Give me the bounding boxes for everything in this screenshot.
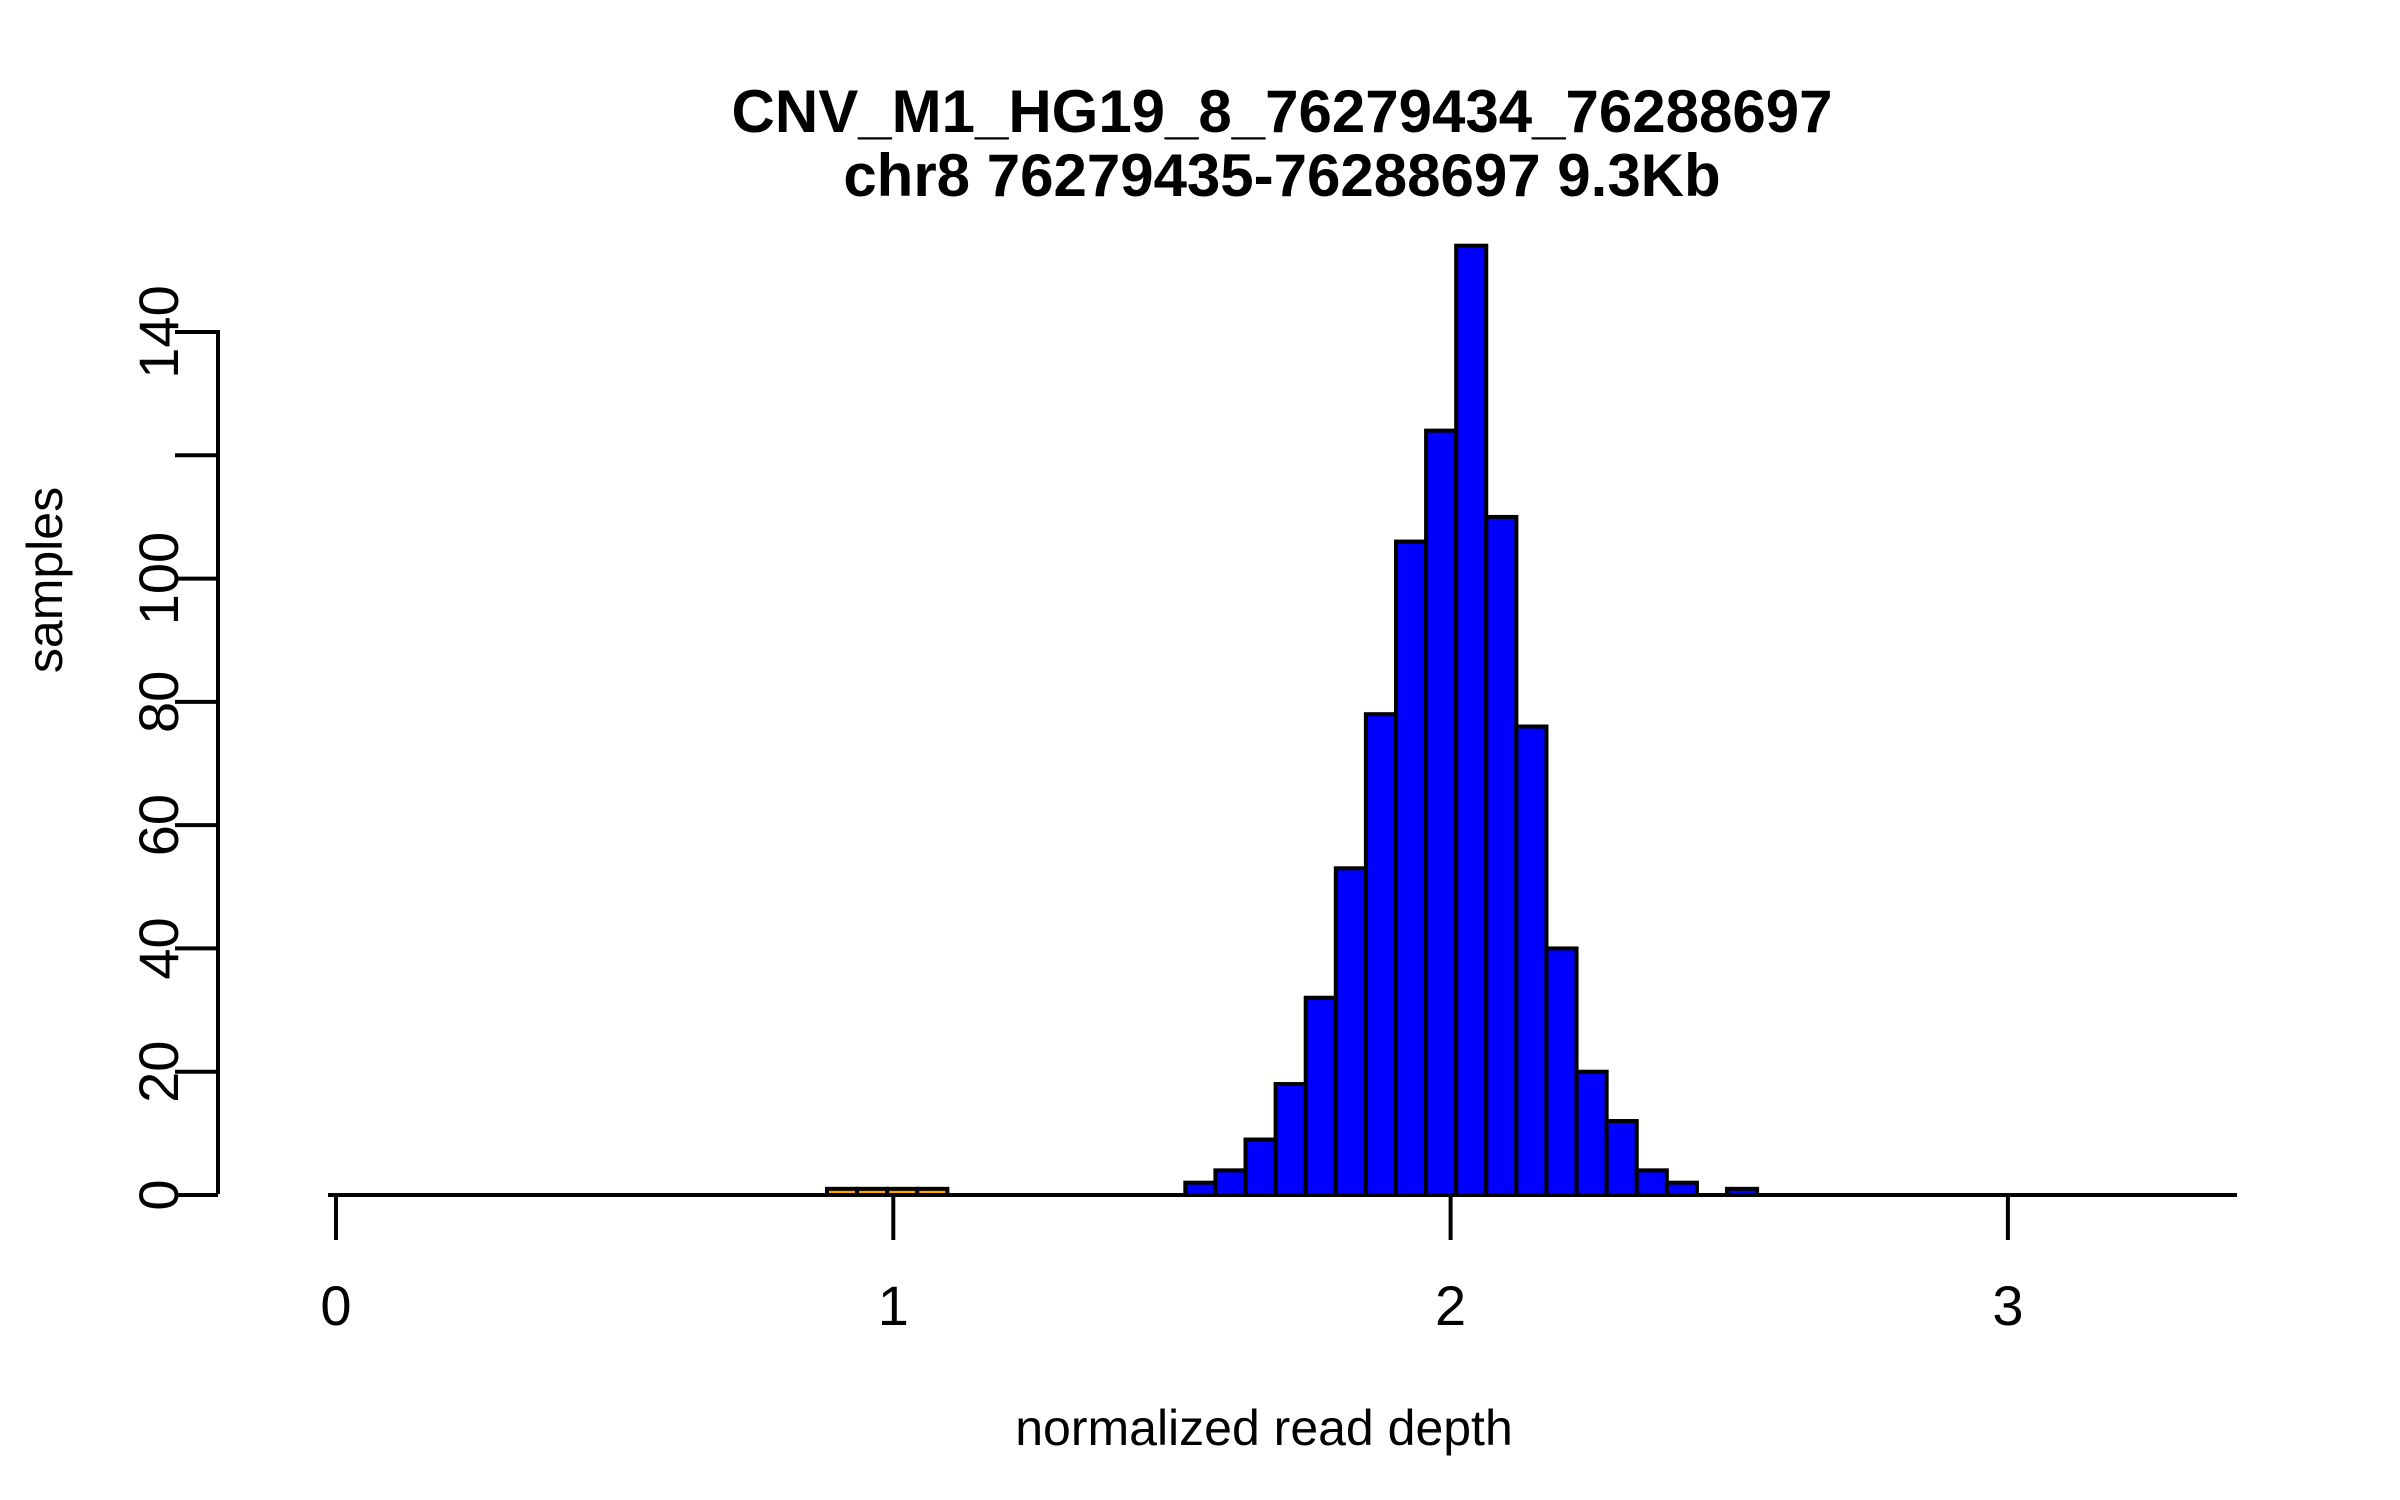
y-axis: 0 20 40 60 80 100 140 — [127, 285, 220, 1211]
y-tick-label: 100 — [127, 532, 190, 625]
y-tick-label: 60 — [127, 794, 190, 856]
y-tick-label: 0 — [127, 1179, 190, 1210]
histogram-bar-main-read-depth-cluster — [1213, 1168, 1248, 1198]
histogram-bar-main-read-depth-cluster — [1454, 243, 1489, 1197]
histogram-bar-main-read-depth-cluster — [1303, 995, 1338, 1197]
y-tick-label: 140 — [127, 285, 190, 378]
histogram-bar-outlier-read-depth-cluster — [824, 1186, 860, 1197]
histogram-bar-main-read-depth-cluster — [1514, 724, 1549, 1197]
histogram-bar-main-read-depth-cluster — [1243, 1137, 1278, 1198]
histogram-bars — [824, 243, 1760, 1198]
histogram-bar-main-read-depth-cluster — [1273, 1082, 1308, 1197]
y-axis-title: samples — [17, 487, 73, 673]
chart-title: CNV_M1_HG19_8_76279434_76288697 — [732, 78, 1833, 145]
y-tick-label: 80 — [127, 671, 190, 733]
histogram-bar-main-read-depth-cluster — [1574, 1069, 1609, 1197]
y-tick-label: 20 — [127, 1041, 190, 1103]
histogram-bar-main-read-depth-cluster — [1484, 514, 1519, 1197]
histogram-bar-main-read-depth-cluster — [1604, 1119, 1639, 1197]
histogram-bar-main-read-depth-cluster — [1664, 1180, 1699, 1197]
histogram-bar-main-read-depth-cluster — [1393, 539, 1429, 1197]
histogram-bar-main-read-depth-cluster — [1333, 866, 1368, 1197]
x-tick-label: 2 — [1435, 1274, 1466, 1337]
x-tick-label: 0 — [320, 1274, 351, 1337]
histogram-bar-main-read-depth-cluster — [1363, 712, 1398, 1198]
histogram-bar-outlier-read-depth-cluster — [915, 1186, 950, 1197]
histogram-bar-outlier-read-depth-cluster — [885, 1186, 920, 1197]
x-axis: 0 1 2 3 — [320, 1193, 2237, 1337]
chart-subtitle: chr8 76279435-76288697 9.3Kb — [843, 142, 1720, 209]
histogram-bar-main-read-depth-cluster — [1725, 1186, 1760, 1197]
y-tick-label: 40 — [127, 917, 190, 979]
x-tick-label: 3 — [1992, 1274, 2023, 1337]
x-tick-label: 1 — [878, 1274, 909, 1337]
histogram-bar-main-read-depth-cluster — [1183, 1180, 1218, 1197]
histogram-bar-main-read-depth-cluster — [1544, 946, 1579, 1198]
x-axis-title: normalized read depth — [1015, 1400, 1513, 1456]
histogram-bar-main-read-depth-cluster — [1424, 428, 1459, 1197]
histogram-bar-outlier-read-depth-cluster — [855, 1186, 890, 1197]
histogram-bar-main-read-depth-cluster — [1634, 1168, 1669, 1198]
